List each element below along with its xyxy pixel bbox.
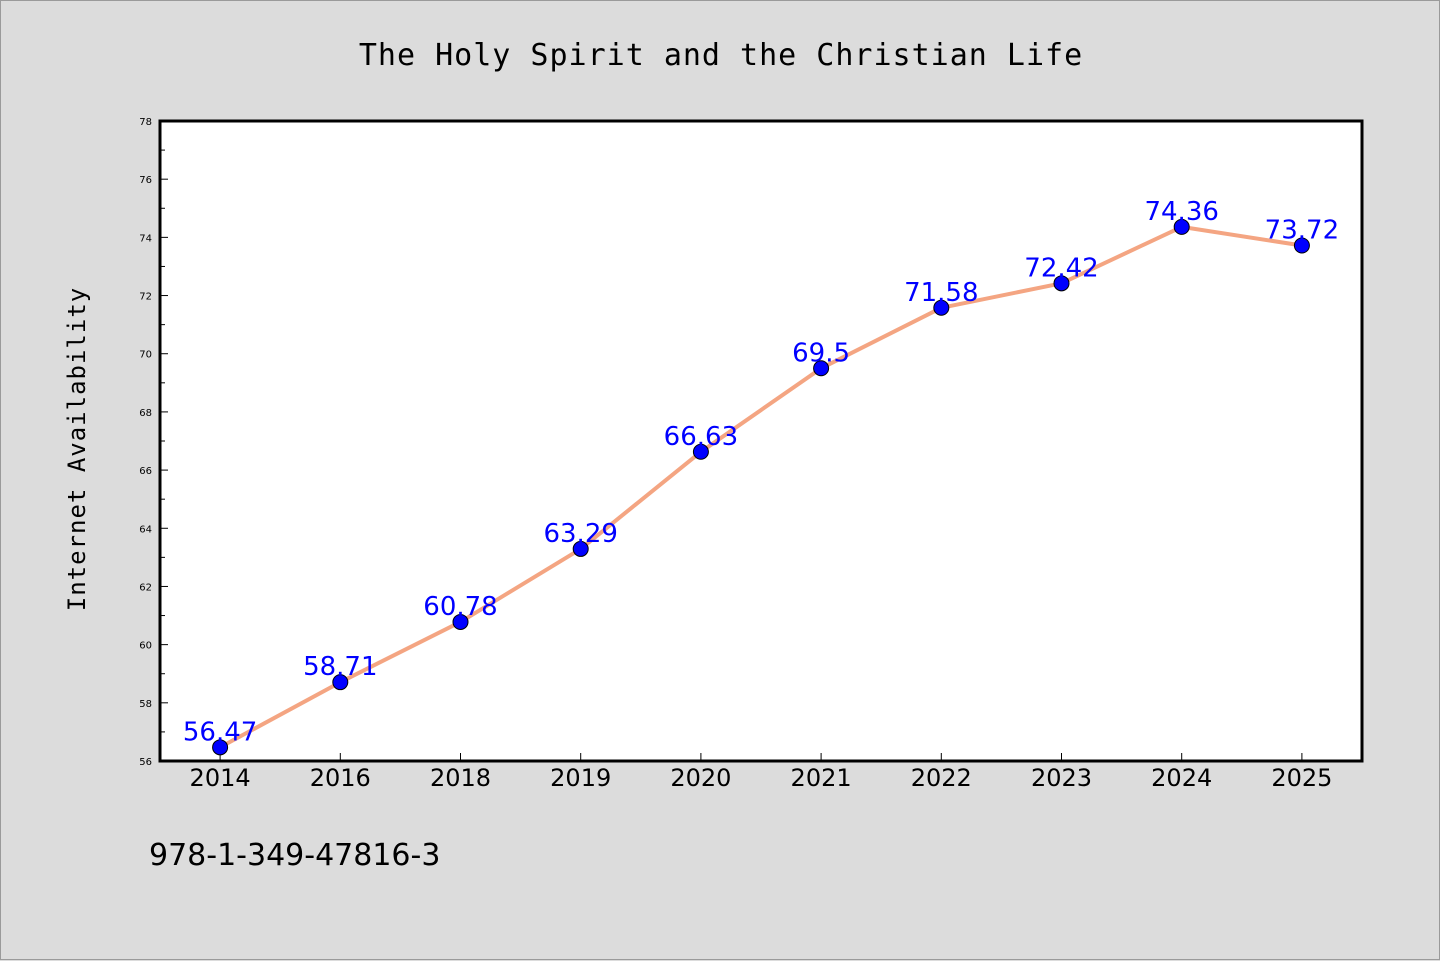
y-tick-label: 70 bbox=[139, 350, 152, 361]
y-tick-label: 62 bbox=[139, 582, 152, 593]
series-line bbox=[218, 224, 1304, 750]
x-tick-label: 2024 bbox=[1151, 764, 1212, 792]
x-tick-label: 2014 bbox=[190, 764, 251, 792]
data-label: 74.36 bbox=[1144, 197, 1218, 227]
y-tick-label: 72 bbox=[139, 292, 152, 303]
data-label: 69.5 bbox=[792, 338, 850, 368]
data-point bbox=[813, 360, 830, 377]
data-label: 63.29 bbox=[543, 519, 617, 549]
plot-area bbox=[158, 119, 1364, 763]
chart-title: The Holy Spirit and the Christian Life bbox=[359, 38, 1083, 73]
data-label: 72.42 bbox=[1024, 253, 1098, 283]
x-tick-label: 2025 bbox=[1271, 764, 1332, 792]
y-tick-label: 74 bbox=[139, 233, 152, 244]
data-point bbox=[332, 674, 349, 691]
data-label: 56.47 bbox=[183, 717, 257, 747]
data-point bbox=[692, 443, 709, 460]
y-tick-label: 66 bbox=[139, 466, 152, 477]
data-point bbox=[933, 299, 950, 316]
y-axis-label: Internet Availability bbox=[63, 287, 91, 611]
x-tick-label: 2021 bbox=[791, 764, 852, 792]
x-axis: 2014 2016 2018 2019 2020 2021 2022 2023 2024 2025 bbox=[190, 753, 1332, 792]
x-tick-label: 2020 bbox=[670, 764, 731, 792]
isbn-text: 978-1-349-47816-3 bbox=[149, 838, 440, 873]
data-point bbox=[1053, 275, 1070, 292]
y-tick-label: 64 bbox=[139, 524, 152, 535]
data-labels: 56.47 58.71 60.78 63.29 66.63 69.5 71.58 72.42 7… bbox=[183, 197, 1339, 747]
x-tick-label: 2023 bbox=[1031, 764, 1092, 792]
data-label: 73.72 bbox=[1265, 216, 1339, 246]
data-label: 58.71 bbox=[303, 652, 377, 682]
x-tick-label: 2019 bbox=[550, 764, 611, 792]
y-tick-label: 78 bbox=[139, 117, 152, 128]
data-label: 60.78 bbox=[423, 592, 497, 622]
y-tick-label: 58 bbox=[139, 699, 152, 710]
data-label: 66.63 bbox=[664, 422, 738, 452]
x-tick-label: 2018 bbox=[430, 764, 491, 792]
x-tick-label: 2022 bbox=[911, 764, 972, 792]
y-axis: 56 58 60 62 64 66 68 70 72 74 76 78 bbox=[139, 117, 168, 768]
x-tick-label: 2016 bbox=[310, 764, 371, 792]
y-tick-label: 60 bbox=[139, 641, 152, 652]
y-tick-label: 56 bbox=[139, 757, 152, 768]
data-point bbox=[452, 613, 469, 630]
data-point bbox=[572, 540, 589, 557]
data-point bbox=[212, 739, 229, 756]
y-tick-label: 76 bbox=[139, 175, 152, 186]
series-markers bbox=[212, 218, 1310, 756]
data-point bbox=[1293, 237, 1310, 254]
y-tick-label: 68 bbox=[139, 408, 152, 419]
data-point bbox=[1173, 218, 1190, 235]
data-label: 71.58 bbox=[904, 278, 978, 308]
